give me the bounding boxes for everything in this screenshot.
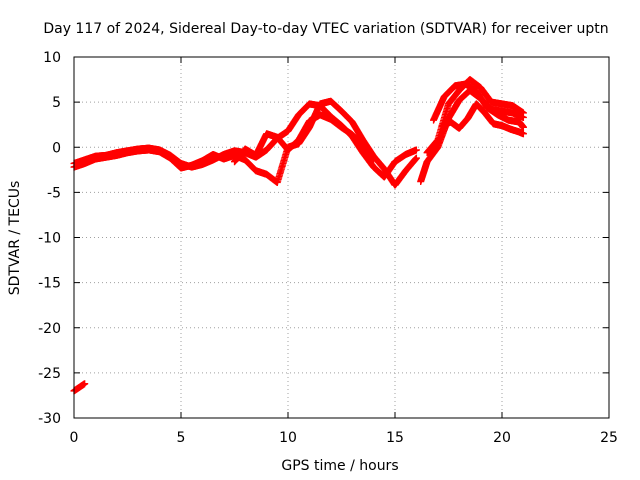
y-tick-label: -15 xyxy=(38,276,61,292)
y-tick-label: -25 xyxy=(38,366,61,382)
axis-ticks: 0 5 10 15 20 25 10 5 0 -5 -10 -15 -20 -25 -30 xyxy=(38,50,618,446)
x-axis-label: GPS time / hours xyxy=(281,458,398,474)
x-tick-label: 20 xyxy=(493,430,511,446)
y-tick-label: -10 xyxy=(38,231,61,247)
series-track-f xyxy=(430,80,527,131)
data-point xyxy=(519,123,527,131)
y-tick-label: 0 xyxy=(52,140,61,156)
data-point xyxy=(412,154,420,162)
y-tick-label: -5 xyxy=(47,185,61,201)
data-point xyxy=(370,156,378,164)
chart-title: Day 117 of 2024, Sidereal Day-to-day VTE… xyxy=(43,21,608,37)
series-track-a xyxy=(70,100,420,181)
data-point xyxy=(519,109,527,117)
data-point xyxy=(412,146,420,154)
x-tick-label: 0 xyxy=(70,430,79,446)
data-point xyxy=(519,130,527,138)
y-tick-label: -30 xyxy=(38,411,61,427)
x-tick-label: 25 xyxy=(600,430,618,446)
series-track-early xyxy=(70,380,89,395)
y-axis-label: SDTVAR / TECUs xyxy=(7,181,23,296)
y-tick-label: 10 xyxy=(43,50,61,66)
x-tick-label: 5 xyxy=(177,430,186,446)
series-track-g xyxy=(438,100,527,138)
series-track-d xyxy=(417,86,527,186)
y-tick-label: 5 xyxy=(52,95,61,111)
series-track-c xyxy=(231,111,378,166)
x-tick-label: 10 xyxy=(279,430,297,446)
x-tick-label: 15 xyxy=(386,430,404,446)
y-tick-label: -20 xyxy=(38,321,61,337)
data-points xyxy=(70,76,527,395)
data-point xyxy=(81,380,89,388)
series-track-b xyxy=(70,97,420,189)
